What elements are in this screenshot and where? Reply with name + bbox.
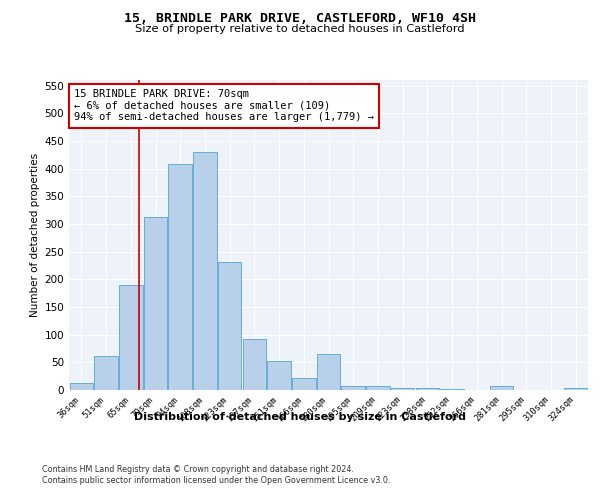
Bar — [317, 354, 340, 390]
Bar — [193, 152, 217, 390]
Bar — [268, 360, 291, 390]
Text: 15 BRINDLE PARK DRIVE: 70sqm
← 6% of detached houses are smaller (109)
94% of se: 15 BRINDLE PARK DRIVE: 70sqm ← 6% of det… — [74, 90, 374, 122]
Bar — [218, 262, 241, 390]
Text: Contains public sector information licensed under the Open Government Licence v3: Contains public sector information licen… — [42, 476, 391, 485]
Bar — [169, 164, 192, 390]
Bar — [144, 216, 167, 390]
Bar — [416, 388, 439, 390]
Bar — [490, 386, 513, 390]
Bar — [169, 164, 192, 390]
Text: 15, BRINDLE PARK DRIVE, CASTLEFORD, WF10 4SH: 15, BRINDLE PARK DRIVE, CASTLEFORD, WF10… — [124, 12, 476, 26]
Bar — [144, 216, 167, 390]
Bar — [564, 388, 587, 390]
Bar — [119, 285, 143, 390]
Bar — [218, 262, 241, 390]
Bar — [416, 388, 439, 390]
Bar — [193, 152, 217, 390]
Bar — [70, 384, 93, 390]
Text: Contains HM Land Registry data © Crown copyright and database right 2024.: Contains HM Land Registry data © Crown c… — [42, 465, 354, 474]
Bar — [94, 356, 118, 390]
Text: Size of property relative to detached houses in Castleford: Size of property relative to detached ho… — [135, 24, 465, 34]
Bar — [70, 384, 93, 390]
Bar — [391, 388, 415, 390]
Bar — [268, 360, 291, 390]
Bar — [94, 356, 118, 390]
Bar — [366, 386, 389, 390]
Bar — [366, 386, 389, 390]
Bar — [292, 378, 316, 390]
Bar — [341, 386, 365, 390]
Text: Distribution of detached houses by size in Castleford: Distribution of detached houses by size … — [134, 412, 466, 422]
Y-axis label: Number of detached properties: Number of detached properties — [30, 153, 40, 317]
Bar — [292, 378, 316, 390]
Bar — [119, 285, 143, 390]
Bar — [317, 354, 340, 390]
Bar — [564, 388, 587, 390]
Bar — [341, 386, 365, 390]
Bar — [490, 386, 513, 390]
Bar — [242, 338, 266, 390]
Bar — [242, 338, 266, 390]
Bar — [391, 388, 415, 390]
